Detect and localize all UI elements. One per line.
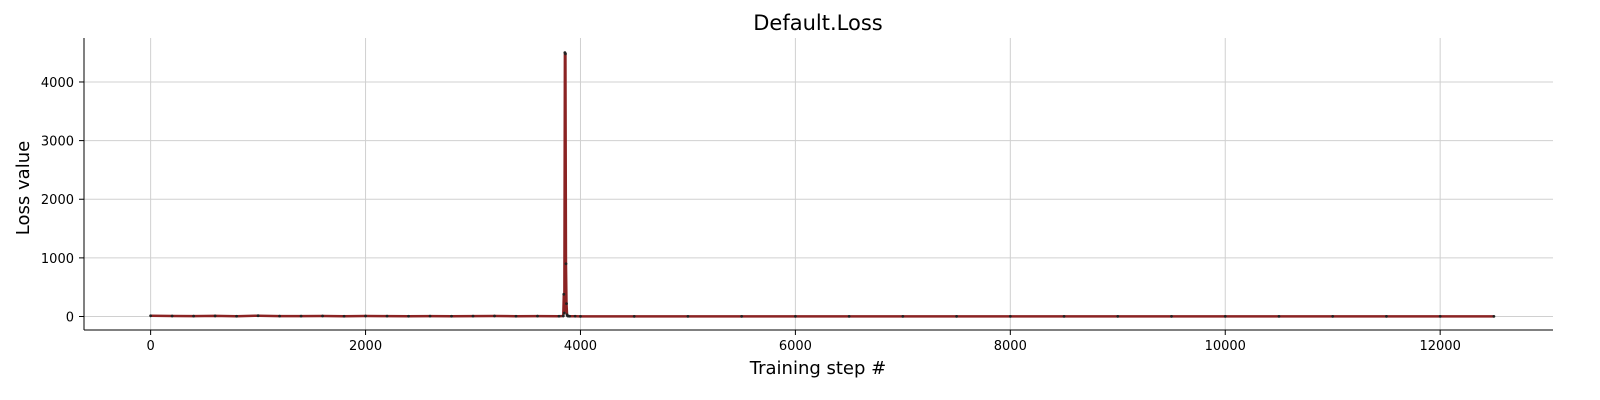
tick-labels: 0 2000 4000 6000 8000 10000 12000 0 1000 2000 3000… <box>41 76 1461 354</box>
x-tick-label: 4000 <box>564 339 597 354</box>
axes <box>79 38 1553 335</box>
loss-data-point <box>450 314 453 318</box>
y-tick-label: 0 <box>66 311 74 326</box>
y-tick-label: 2000 <box>41 193 74 208</box>
loss-data-point <box>1385 314 1388 318</box>
x-tick-label: 0 <box>146 339 154 354</box>
chart-title: Default.Loss <box>753 11 882 35</box>
loss-data-point <box>557 314 561 318</box>
loss-data-point <box>1170 314 1173 318</box>
loss-data-point <box>213 314 217 318</box>
loss-data-point <box>493 314 496 318</box>
y-tick-label: 4000 <box>41 76 74 91</box>
loss-data-point <box>955 314 958 318</box>
loss-data-point <box>385 314 389 318</box>
loss-data-point <box>149 314 153 318</box>
marker-layer <box>149 51 1496 318</box>
loss-data-point <box>562 292 566 296</box>
loss-data-point <box>192 314 196 318</box>
x-tick-label: 8000 <box>994 339 1027 354</box>
loss-data-point <box>740 314 744 318</box>
x-tick-label: 10000 <box>1205 339 1246 354</box>
loss-data-point <box>1492 314 1496 318</box>
loss-data-point <box>235 314 238 318</box>
loss-data-point <box>1277 314 1281 318</box>
loss-data-point <box>1008 314 1012 318</box>
loss-data-point <box>536 314 539 318</box>
x-tick-label: 6000 <box>779 339 812 354</box>
loss-data-point <box>568 314 572 318</box>
x-tick-label: 2000 <box>349 339 382 354</box>
loss-data-point <box>321 314 324 318</box>
loss-data-point <box>847 314 851 318</box>
y-tick-label: 3000 <box>41 135 74 150</box>
loss-data-point <box>686 314 690 318</box>
loss-data-point <box>579 314 582 318</box>
loss-data-point <box>564 262 568 266</box>
loss-data-point <box>1223 314 1227 318</box>
y-tick-label: 1000 <box>41 252 74 267</box>
loss-data-point <box>562 311 566 315</box>
loss-data-point <box>793 314 797 318</box>
y-axis-label: Loss value <box>13 141 34 235</box>
loss-data-point <box>514 314 518 318</box>
loss-data-point <box>573 314 577 318</box>
loss-data-point <box>299 314 303 318</box>
grid-lines <box>84 38 1553 330</box>
loss-data-point <box>632 314 636 318</box>
loss-data-point <box>1116 314 1120 318</box>
loss-series-line <box>150 51 1494 318</box>
loss-data-point <box>565 302 568 306</box>
loss-data-point <box>278 314 281 318</box>
loss-data-point <box>1438 314 1442 318</box>
x-tick-label: 12000 <box>1419 339 1460 354</box>
loss-data-point <box>901 314 905 318</box>
loss-data-point <box>561 314 565 318</box>
loss-data-point <box>471 314 475 318</box>
series-layer <box>150 51 1494 318</box>
loss-data-point <box>364 314 367 318</box>
loss-data-point <box>428 314 432 318</box>
loss-data-point <box>564 52 567 56</box>
loss-data-point <box>256 314 260 318</box>
loss-data-point <box>1331 314 1335 318</box>
loss-data-point <box>342 314 346 318</box>
loss-data-point <box>407 314 410 318</box>
x-axis-label: Training step # <box>749 358 887 379</box>
loss-data-point <box>170 314 174 318</box>
loss-data-point <box>1062 314 1066 318</box>
